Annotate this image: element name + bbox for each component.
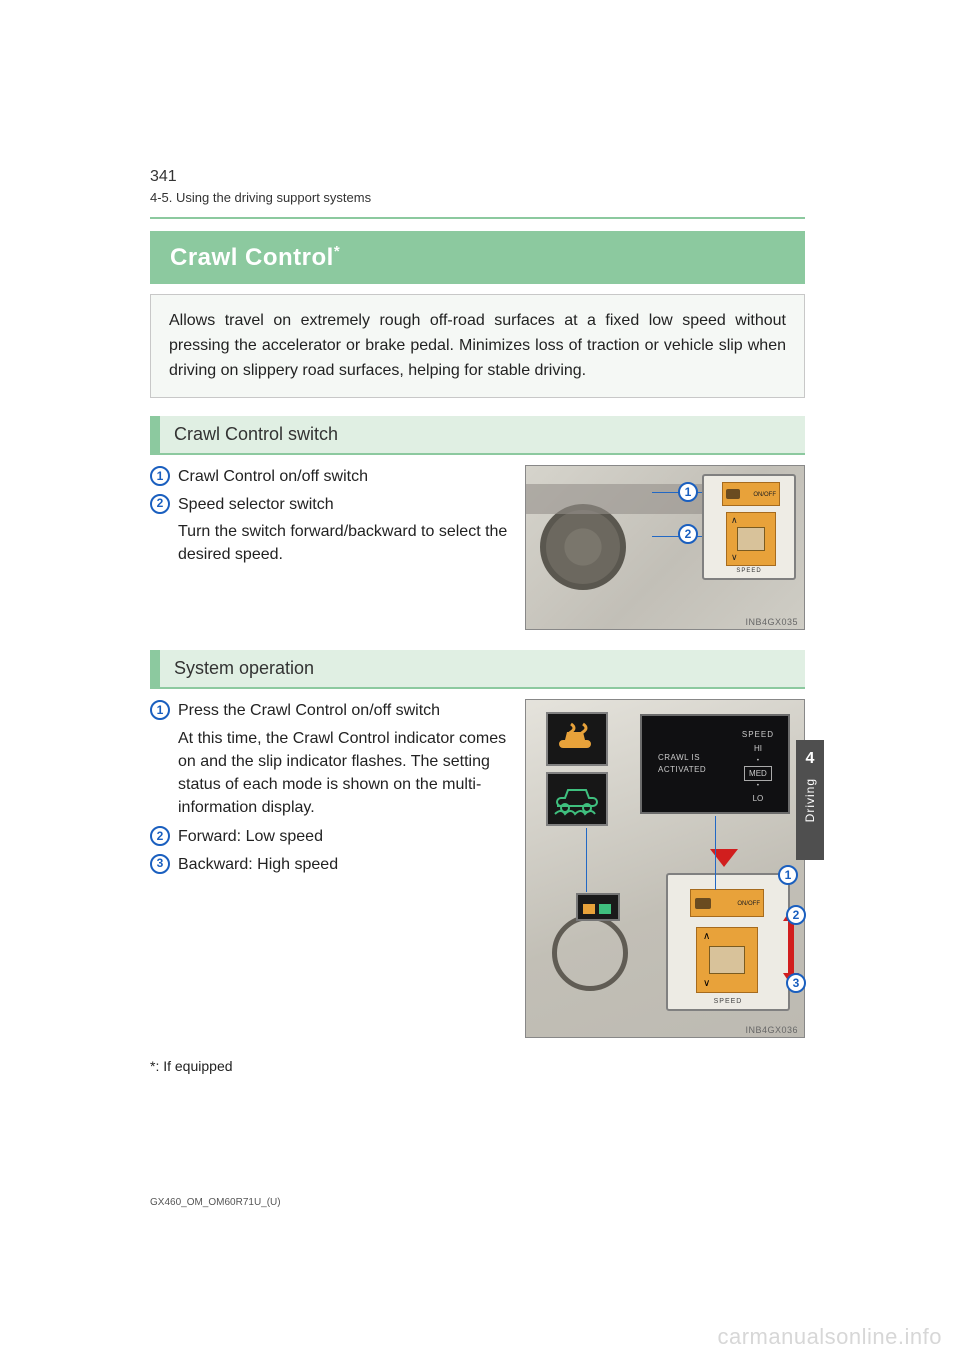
callout-number-icon: 1 — [150, 466, 170, 486]
interior-illustration — [552, 885, 662, 1015]
callout-number-icon: 3 — [150, 854, 170, 874]
section-header-crawl-switch: Crawl Control switch — [150, 416, 805, 455]
crawl-indicator-icon — [546, 772, 608, 826]
figure-system-operation: CRAWL IS ACTIVATED SPEED HI • MED • LO — [525, 699, 805, 1038]
figure-crawl-switch: ON/OFF ∧ ∨ SPEED 1 2 INB4GX035 — [525, 465, 805, 630]
callout-number-icon: 2 — [150, 494, 170, 514]
figure-callout-number: 2 — [786, 905, 806, 925]
switch-panel-illustration: ON/OFF ∧ ∨ SPEED — [666, 873, 790, 1011]
list-item-text: Forward: Low speed — [178, 825, 323, 848]
display-msg-line2: ACTIVATED — [658, 765, 706, 774]
figure-callout-number: 3 — [786, 973, 806, 993]
list-item-text: Crawl Control on/off switch — [178, 465, 368, 488]
list-item: 1 Press the Crawl Control on/off switch — [150, 699, 511, 722]
figure-callout-number: 1 — [778, 865, 798, 885]
callout-number-icon: 2 — [150, 826, 170, 846]
footnote: *: If equipped — [150, 1058, 805, 1074]
display-speed-hi: HI — [742, 742, 774, 756]
speed-switch-label: SPEED — [704, 568, 794, 574]
onoff-switch-illustration: ON/OFF — [690, 889, 764, 917]
section-accent — [150, 416, 160, 453]
leader-line — [586, 828, 587, 892]
speed-switch-illustration: ∧ ∨ — [696, 927, 758, 993]
feature-intro-callout: Allows travel on extremely rough off-roa… — [150, 294, 805, 398]
display-speed-label: SPEED — [742, 728, 774, 742]
onoff-switch-illustration: ON/OFF — [722, 482, 780, 506]
figure-image-code: INB4GX036 — [745, 1025, 798, 1035]
feature-title-bar: Crawl Control* — [150, 231, 805, 284]
switch-panel-illustration: ON/OFF ∧ ∨ SPEED — [702, 474, 796, 580]
list-item: 2 Forward: Low speed — [150, 825, 511, 848]
callout-number-icon: 1 — [150, 700, 170, 720]
header-divider — [150, 217, 805, 219]
list-item-text: Speed selector switch — [178, 493, 334, 516]
section-title-system-operation: System operation — [160, 650, 805, 687]
list-item: 2 Speed selector switch — [150, 493, 511, 516]
list-item-text: Press the Crawl Control on/off switch — [178, 699, 440, 722]
multi-info-display: CRAWL IS ACTIVATED SPEED HI • MED • LO — [640, 714, 790, 814]
feature-title: Crawl Control — [170, 244, 334, 271]
list-item: 3 Backward: High speed — [150, 853, 511, 876]
watermark: carmanualsonline.info — [717, 1324, 942, 1350]
section-accent — [150, 650, 160, 687]
page-number: 341 — [150, 168, 805, 186]
side-tab-number: 4 — [796, 750, 824, 768]
figure-callout-number: 2 — [678, 524, 698, 544]
steering-wheel-illustration — [540, 504, 626, 590]
side-tab-label: Driving — [803, 778, 817, 822]
list-item-sub: At this time, the Crawl Control indicato… — [150, 727, 511, 820]
list-item-text: Backward: High speed — [178, 853, 338, 876]
section-title-crawl-switch: Crawl Control switch — [160, 416, 805, 453]
list-item-note: Turn the switch forward/backward to sele… — [150, 520, 511, 566]
feature-title-asterisk: * — [334, 243, 340, 260]
red-updown-arrow-icon — [788, 921, 794, 973]
indicator-icons-group — [546, 712, 616, 832]
display-speed-med: MED — [744, 766, 772, 782]
display-msg-line1: CRAWL IS — [658, 753, 700, 762]
section-header-system-operation: System operation — [150, 650, 805, 689]
side-tab: 4 Driving — [796, 740, 824, 860]
document-code: GX460_OM_OM60R71U_(U) — [150, 1197, 281, 1208]
display-speed-lo: LO — [742, 792, 774, 806]
slip-indicator-icon — [546, 712, 608, 766]
figure-image-code: INB4GX035 — [745, 617, 798, 627]
speed-switch-illustration: ∧ ∨ — [726, 512, 776, 566]
breadcrumb-section-label: 4-5. Using the driving support systems — [150, 190, 805, 205]
leader-line — [715, 816, 716, 890]
speed-switch-label: SPEED — [668, 998, 788, 1005]
list-item: 1 Crawl Control on/off switch — [150, 465, 511, 488]
